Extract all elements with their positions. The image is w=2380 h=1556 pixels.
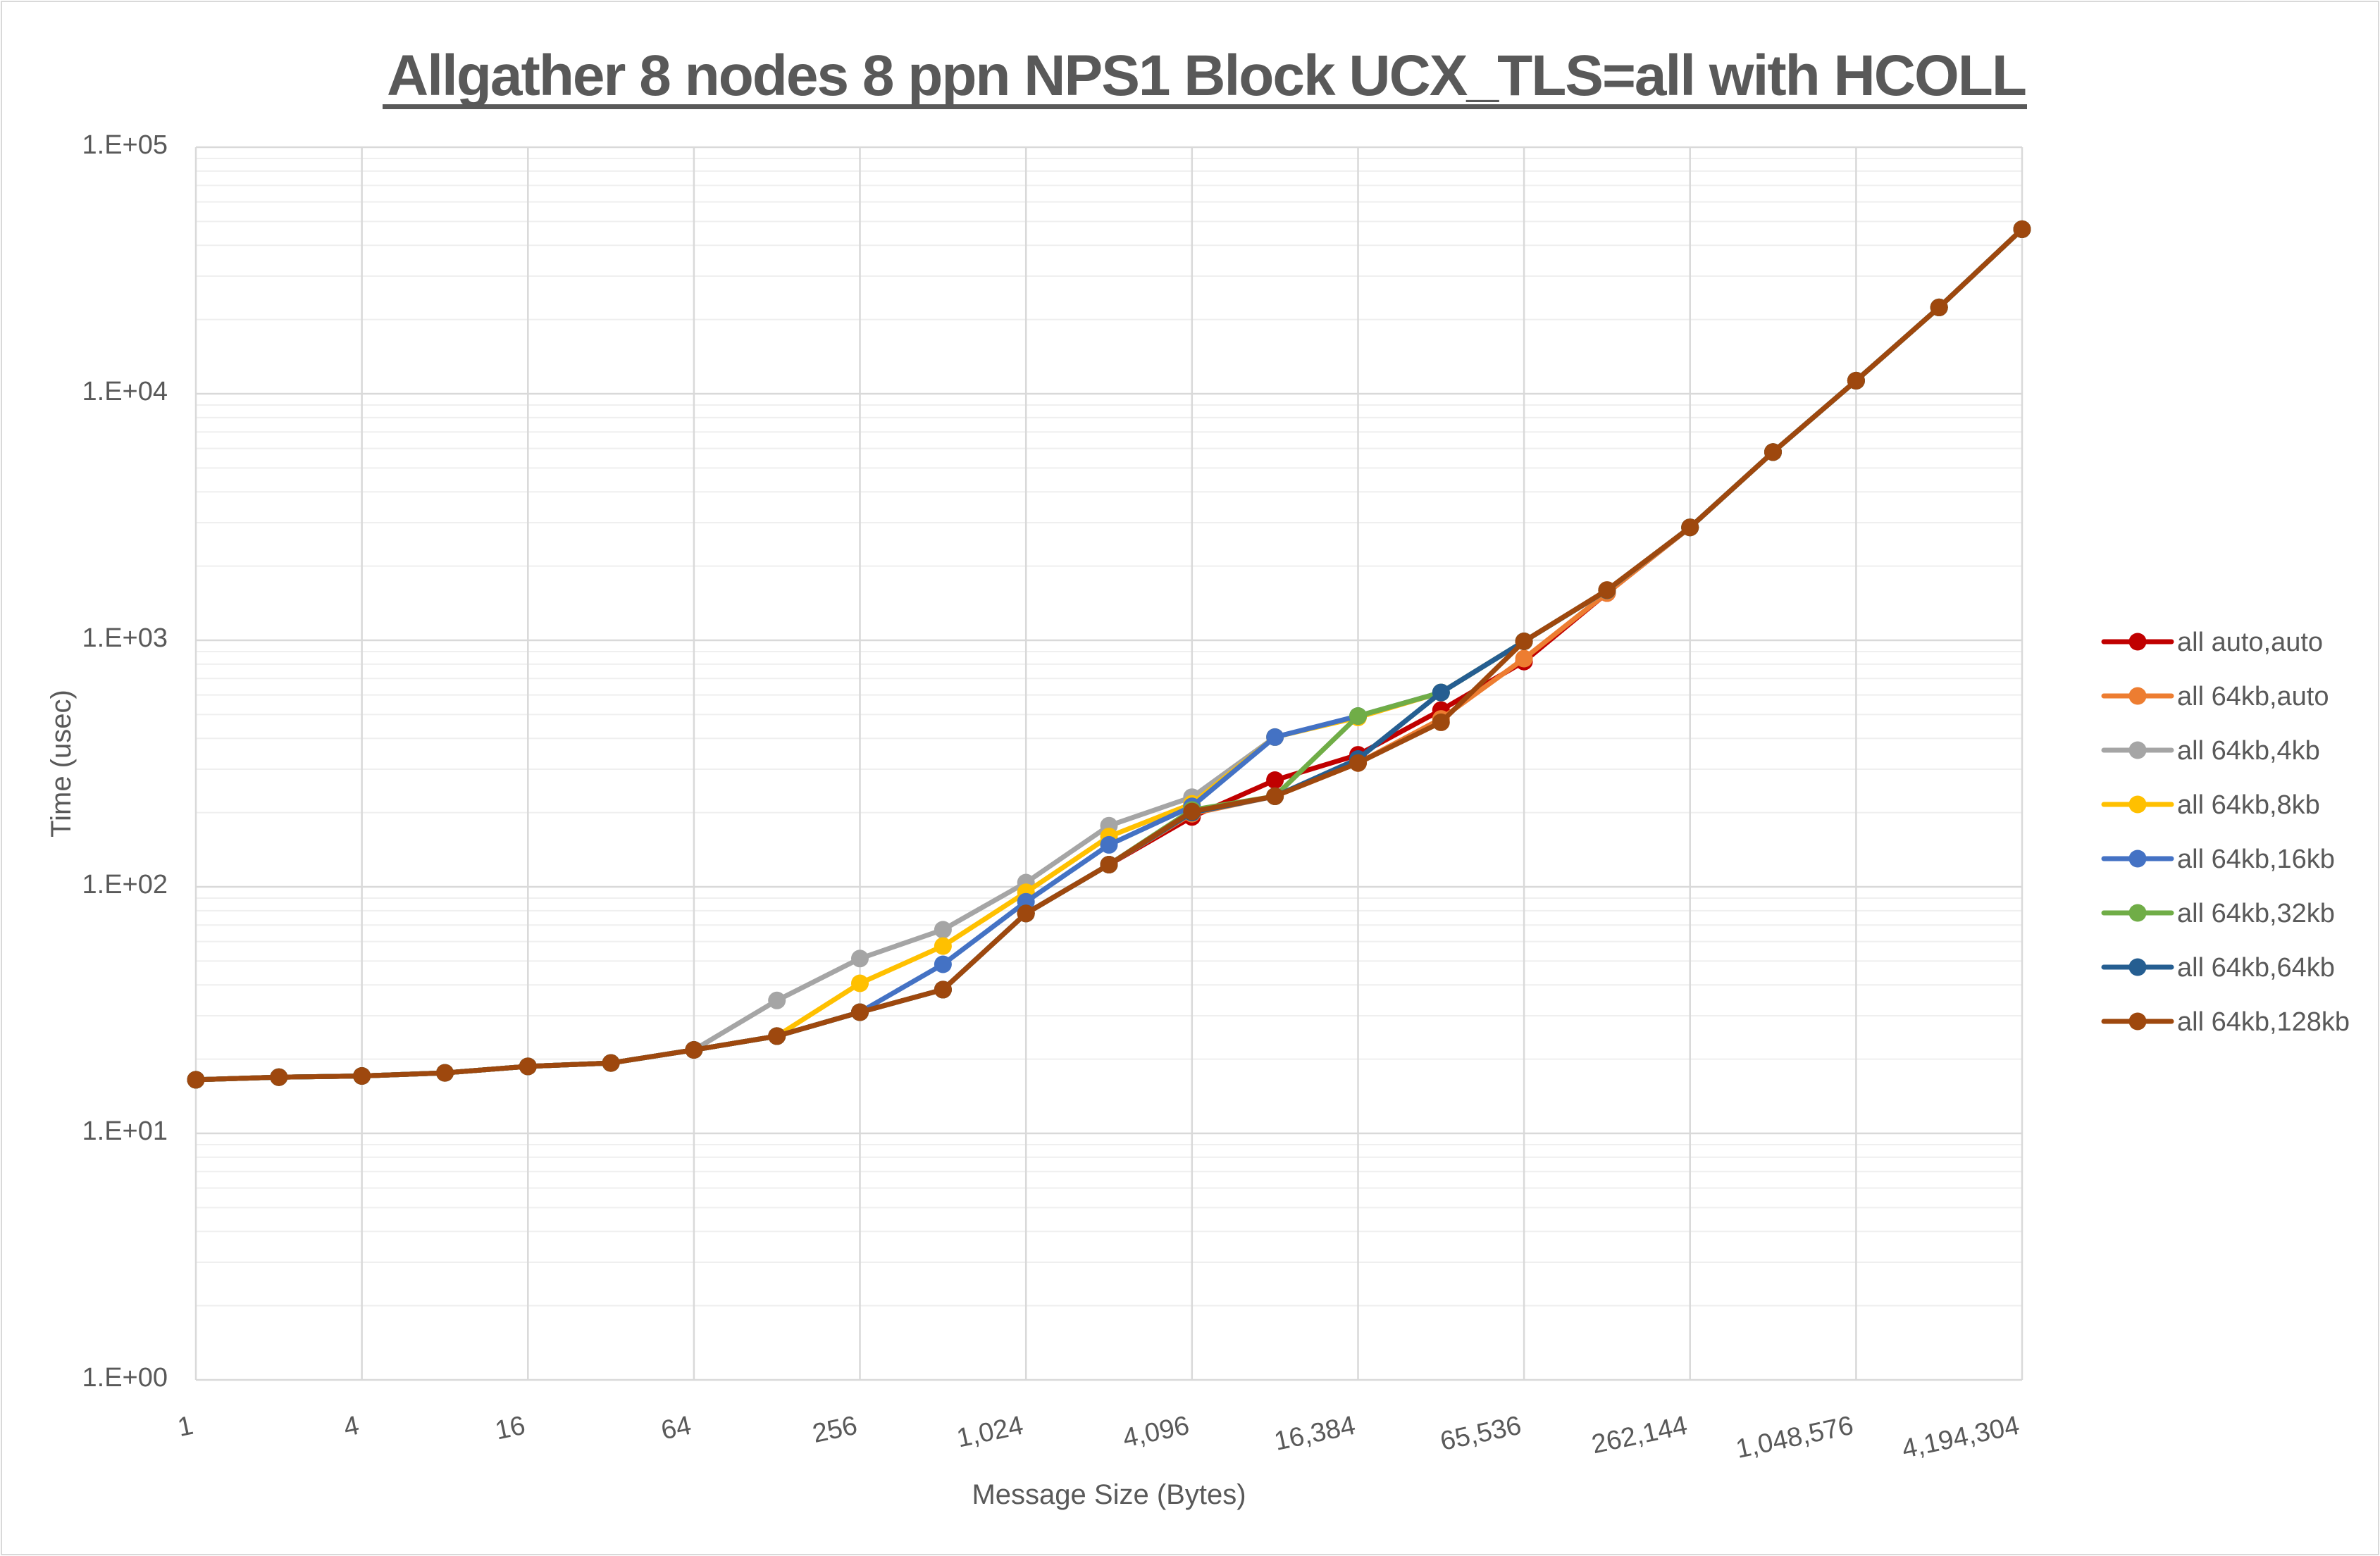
svg-text:1.E+05: 1.E+05 <box>82 130 168 160</box>
svg-text:Message Size (Bytes): Message Size (Bytes) <box>972 1479 1246 1510</box>
svg-text:1.E+00: 1.E+00 <box>82 1363 168 1393</box>
svg-text:Allgather 8 nodes 8 ppn NPS1 B: Allgather 8 nodes 8 ppn NPS1 Block UCX_T… <box>387 44 2026 108</box>
svg-text:all 64kb,128kb: all 64kb,128kb <box>2177 1007 2350 1037</box>
svg-text:1.E+02: 1.E+02 <box>82 870 168 900</box>
svg-text:all 64kb,auto: all 64kb,auto <box>2177 682 2329 711</box>
svg-text:1.E+04: 1.E+04 <box>82 377 168 406</box>
svg-text:16: 16 <box>492 1411 528 1446</box>
svg-text:all 64kb,16kb: all 64kb,16kb <box>2177 845 2335 874</box>
svg-text:all 64kb,8kb: all 64kb,8kb <box>2177 790 2320 820</box>
svg-text:all 64kb,4kb: all 64kb,4kb <box>2177 736 2320 766</box>
svg-text:all 64kb,32kb: all 64kb,32kb <box>2177 899 2335 928</box>
svg-text:1.E+01: 1.E+01 <box>82 1116 168 1146</box>
svg-text:Time (usec): Time (usec) <box>46 690 77 838</box>
svg-text:64: 64 <box>659 1411 694 1446</box>
svg-text:all 64kb,64kb: all 64kb,64kb <box>2177 953 2335 983</box>
svg-text:all auto,auto: all auto,auto <box>2177 628 2323 657</box>
svg-text:1.E+03: 1.E+03 <box>82 623 168 653</box>
